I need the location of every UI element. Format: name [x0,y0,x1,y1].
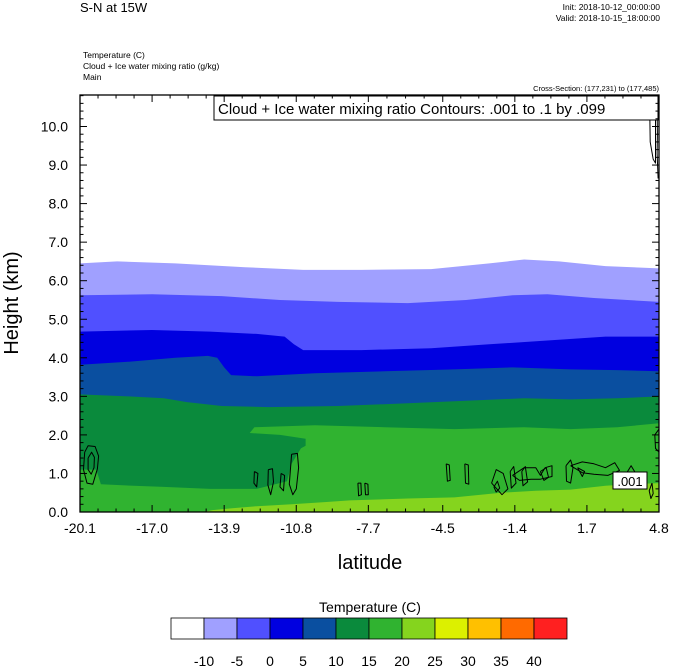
y-tick-label: 2.0 [49,427,69,443]
cloud-contour-16 [565,459,574,484]
x-tick-label: -1.4 [503,520,527,536]
cloud-contour-4 [253,471,259,488]
x-tick-label: 1.7 [577,520,597,536]
legend-swatch [533,617,568,640]
contour-label: .001 [617,474,642,489]
x-tick-label: -20.1 [64,520,96,536]
contour-info-box [213,95,659,121]
cloud-contour-15 [512,465,553,481]
legend-label: 25 [427,653,443,668]
legend-label: 10 [328,653,344,668]
legend-swatch [236,617,271,640]
cloud-contour-8 [445,463,451,482]
cloud-contour-21 [654,428,659,453]
cloud-contour-10 [491,469,509,496]
legend-label: 30 [460,653,476,668]
legend-swatch [368,617,403,640]
x-tick-label: -7.7 [356,520,380,536]
cloud-contour-5 [279,472,286,492]
y-tick-label: 9.0 [49,157,69,173]
field-label-cloud-ice: Cloud + Ice water mixing ratio (g/kg) [83,61,219,71]
cloud-contour-23 [656,107,659,179]
valid-time: Valid: 2018-10-15_18:00:00 [556,13,661,23]
legend-label: 15 [361,653,377,668]
x-tick-label: -17.0 [136,520,168,536]
temperature-fill [80,259,659,512]
y-tick-label: 4.0 [49,350,69,366]
legend-swatch [500,617,535,640]
temperature-legend: -10 -5 0 5 10 15 20 25 30 35 40 [170,617,568,668]
contour-info-text: Cloud + Ice water mixing ratio Contours:… [218,101,605,118]
cloud-contour-9 [464,463,470,485]
cloud-contour-1 [87,451,95,475]
legend-swatch [170,617,205,640]
cloud-contour-3 [267,468,274,496]
legend-swatch [335,617,370,640]
cloud-contour-20 [648,482,654,499]
cloud-contour-6 [357,482,362,497]
legend-swatch [434,617,469,640]
legend-label: 40 [526,653,542,668]
legend-label: 5 [299,653,307,668]
field-label-main: Main [83,72,102,82]
cloud-contour-18 [577,467,586,477]
cloud-contour-12 [509,466,517,489]
legend-label: 20 [394,653,410,668]
legend-title: Temperature (C) [319,599,421,615]
legend-swatch [302,617,337,640]
temperature-band-5 [80,423,659,512]
legend-swatch [269,617,304,640]
legend-swatch [203,617,238,640]
y-tick-label: 6.0 [49,273,69,289]
y-axis: 0.0 1.0 2.0 3.0 4.0 5.0 6.0 7.0 8.0 9.0 10.0 [41,95,659,520]
y-tick-label: 3.0 [49,388,69,404]
cloud-contour-2 [288,452,300,496]
contour-label-box [612,471,648,490]
x-tick-label: 4.8 [649,520,669,536]
y-axis-label: Height (km) [1,251,23,354]
y-tick-label: 1.0 [49,465,69,481]
y-tick-label: 8.0 [49,196,69,212]
cloud-contours [83,107,659,499]
temperature-band-6 [80,483,659,512]
init-time: Init: 2018-10-12_00:00:00 [563,2,661,12]
cross-section-label: Cross-Section: (177,231) to (177,485) [533,84,659,93]
legend-swatch [467,617,502,640]
legend-label: -5 [231,653,244,668]
chart-title: S-N at 15W [80,0,148,15]
cloud-contour-0 [83,445,100,485]
legend-label: -10 [194,653,214,668]
y-tick-label: 7.0 [49,234,69,250]
legend-label: 35 [493,653,509,668]
x-axis: -20.1 -17.0 -13.9 -10.8 -7.7 -4.5 -1.4 1.7 4.8 [64,95,669,536]
y-tick-label: 0.0 [49,504,69,520]
field-label-temperature: Temperature (C) [83,50,145,60]
x-tick-label: -10.8 [280,520,312,536]
cloud-contour-7 [364,482,369,496]
cloud-contour-11 [493,480,501,493]
y-tick-label: 5.0 [49,311,69,327]
legend-swatch [401,617,436,640]
y-tick-label: 10.0 [41,119,68,135]
x-axis-label: latitude [338,552,403,574]
cloud-contour-17 [570,461,620,476]
legend-label: 0 [266,653,274,668]
x-tick-label: -4.5 [431,520,455,536]
x-tick-label: -13.9 [208,520,240,536]
